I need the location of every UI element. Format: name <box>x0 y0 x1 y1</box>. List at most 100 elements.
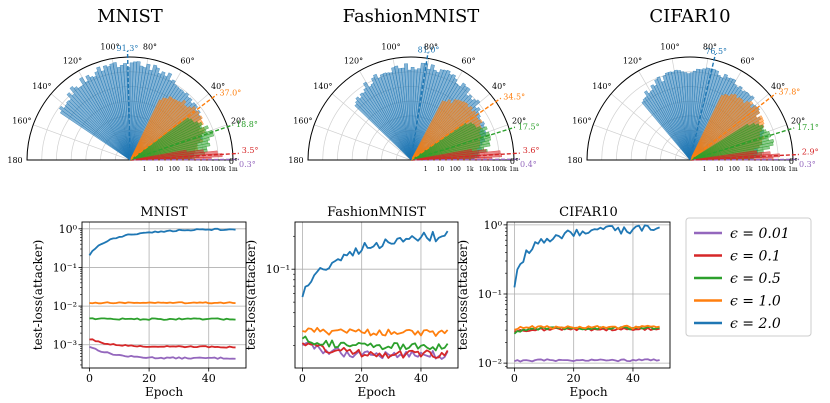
angle-tick-label: 80° <box>143 43 157 52</box>
radial-tick-label: 10k <box>758 166 770 173</box>
angle-tick-label: 40° <box>211 82 225 91</box>
polar-bar <box>410 100 445 161</box>
x-tick-label: 20 <box>142 372 156 385</box>
polar-bar <box>64 103 131 161</box>
y-axis-label: test-loss(attacker) <box>456 240 470 350</box>
polar-bar <box>410 68 421 161</box>
series-line <box>89 346 236 360</box>
legend-label: ϵ = 1.0 <box>730 294 781 310</box>
radial-tick-label: 1m <box>788 166 798 173</box>
angle-tick-label: 180 <box>7 156 22 165</box>
legend-label: ϵ = 0.1 <box>730 249 781 265</box>
y-tick-label: 10⁻³ <box>53 339 77 352</box>
polar-bar <box>129 106 197 161</box>
polar-bar <box>410 105 473 161</box>
radial-tick-label: 100k <box>211 166 226 173</box>
polar-bar <box>129 100 179 161</box>
mean-angle-label: 81.0° <box>418 45 440 54</box>
line-chart-title: MNIST <box>140 205 188 220</box>
radial-tick-label: 100 <box>449 166 461 173</box>
polar-bar <box>410 69 448 161</box>
y-axis-label: test-loss(attacker) <box>31 240 45 350</box>
angle-tick-label: 180 <box>567 156 582 165</box>
y-tick-label: 10⁻¹ <box>266 263 290 276</box>
polar-bar <box>69 85 131 161</box>
polar-bar <box>355 96 412 161</box>
mean-angle-label: 34.5° <box>503 93 525 102</box>
legend-box <box>685 217 812 337</box>
angle-tick-label: 140° <box>592 82 611 91</box>
mean-angle-label: 37.8° <box>778 87 800 96</box>
x-tick-label: 40 <box>626 372 640 385</box>
angle-tick-label: 100° <box>660 43 679 52</box>
polar-bar <box>410 110 477 161</box>
angle-tick-label: 80° <box>424 43 438 52</box>
polar-bar <box>689 96 742 161</box>
polar-title: MNIST <box>97 6 163 27</box>
angle-tick-label: 20° <box>791 117 805 126</box>
angle-tick-label: 120° <box>344 56 363 65</box>
angle-tick-label: 140° <box>32 82 51 91</box>
polar-bar <box>129 96 173 161</box>
mean-angle-line <box>129 124 234 161</box>
y-tick-label: 10⁰ <box>59 223 78 236</box>
angle-tick-label: 100° <box>100 43 119 52</box>
polar-bar <box>129 98 177 161</box>
angle-tick-label: 180 <box>288 156 303 165</box>
polar-bar <box>363 87 412 161</box>
polar-bar <box>129 99 162 161</box>
polar-bar <box>689 68 707 161</box>
polar-bar <box>129 99 187 161</box>
x-tick-label: 0 <box>86 372 93 385</box>
angle-tick-label: 100° <box>381 43 400 52</box>
angle-tick-label: 160° <box>12 117 31 126</box>
radial-tick-label: 1m <box>228 166 238 173</box>
mean-angle-line <box>410 158 521 161</box>
polar-frame <box>586 56 794 161</box>
mean-angle-line <box>129 152 239 161</box>
line-chart-2: FashionMNIST 0 20 40 10⁻¹ Epoch test-loss(atta… <box>244 205 459 399</box>
y-tick-label: 10⁻¹ <box>478 288 502 301</box>
polar-bar <box>410 102 469 161</box>
y-axis-label: test-loss(attacker) <box>244 240 258 350</box>
polar-bar <box>129 71 166 161</box>
series-line <box>301 335 449 352</box>
polar-bar <box>689 70 697 161</box>
polar-bar <box>79 76 131 161</box>
polar-chart-1: MNIST 0.3° 3.5° 18.8° 37.0° 91.3° 20° 40° 60° 80°… <box>7 6 258 173</box>
radial-tick-label: 1 <box>703 166 707 173</box>
line-chart-3: CIFAR10 0 20 40 10⁻² 10⁻¹ 10⁰ Epoch test-loss(at… <box>456 205 671 399</box>
polar-bar <box>689 72 694 161</box>
polar-bar <box>410 149 472 161</box>
mean-angle-line <box>129 93 218 161</box>
polar-bar <box>354 103 412 161</box>
series-line <box>513 224 660 288</box>
angle-tick-label: 0° <box>789 157 798 166</box>
mean-angle-label: 0.4° <box>520 160 537 169</box>
mean-angle-line <box>689 92 777 161</box>
polar-bar <box>410 69 444 161</box>
polar-chart-2: FashionMNIST 0.4° 3.6° 17.5° 34.5° 81.0° 20° 40… <box>288 6 539 173</box>
mean-angle-label: 17.5° <box>518 122 540 131</box>
series-line <box>89 301 236 305</box>
angle-tick-label: 60° <box>740 56 754 65</box>
angle-tick-label: 20° <box>512 117 526 126</box>
polar-histograms: MNIST 0.3° 3.5° 18.8° 37.0° 91.3° 20° 40° 60° 80°… <box>7 6 819 173</box>
polar-series <box>689 150 780 161</box>
series-line <box>89 317 236 321</box>
polar-bar <box>363 81 412 161</box>
polar-bar <box>129 97 166 161</box>
polar-frame <box>26 56 234 161</box>
mean-angle-line <box>129 158 240 161</box>
radial-tick-label: 10 <box>156 166 164 173</box>
series-line <box>514 324 660 331</box>
polar-bar <box>410 98 458 161</box>
mean-angle-label: 18.8° <box>236 120 258 129</box>
polar-bar <box>58 105 131 161</box>
mean-angle-label: 2.9° <box>802 147 819 156</box>
x-tick-label: 20 <box>567 372 581 385</box>
series-line <box>302 326 449 337</box>
polar-bar <box>59 110 131 161</box>
angle-tick-label: 40° <box>492 82 506 91</box>
